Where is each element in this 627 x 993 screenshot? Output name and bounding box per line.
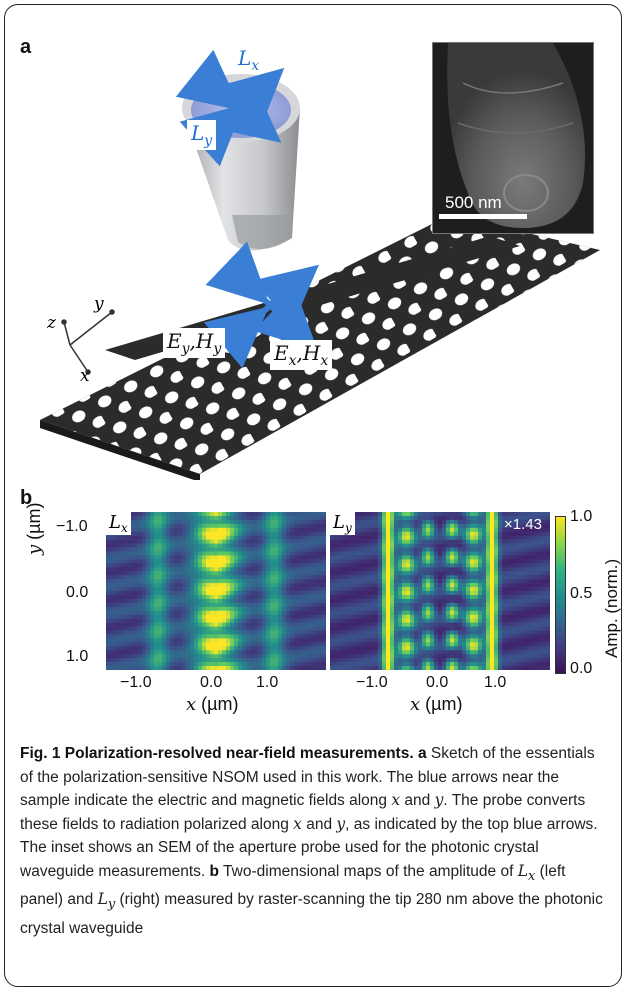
amplitude-map-lx: Lx	[106, 512, 326, 670]
probe-label-ly: Ly	[187, 120, 217, 150]
colorbar-tick: 1.0	[570, 508, 593, 525]
x-tick: 1.0	[256, 674, 279, 691]
figure-caption: Fig. 1 Polarization-resolved near-field …	[20, 745, 603, 937]
panel-b-letter: b	[20, 487, 33, 509]
map-label-lx: Lx	[106, 512, 131, 535]
axis-label-x: x	[80, 366, 90, 386]
scale-bar-label: 500 nm	[445, 193, 502, 212]
top-arrows-icon	[175, 49, 285, 167]
colorbar-tick: 0.5	[570, 585, 593, 602]
figure-frame	[4, 4, 622, 987]
bottom-arrows-icon	[203, 241, 319, 369]
scale-factor: ×1.43	[504, 516, 542, 533]
field-label-ex-hx: Ex,Hx	[270, 340, 333, 370]
x-tick: −1.0	[356, 674, 388, 691]
field-label-ey-hy: Ey,Hy	[163, 328, 226, 358]
panel-a-letter: a	[20, 36, 32, 58]
probe-label-lx: Lx	[238, 46, 260, 74]
axis-label-y: y	[94, 294, 104, 314]
x-tick: −1.0	[120, 674, 152, 691]
x-tick: 1.0	[484, 674, 507, 691]
scale-bar	[439, 214, 527, 219]
colorbar-label: Amp. (norm.)	[602, 558, 621, 658]
y-tick: 0.0	[66, 584, 89, 601]
map-label-ly: Ly	[330, 512, 355, 535]
x-tick: 0.0	[426, 674, 449, 691]
y-tick: 1.0	[66, 648, 89, 665]
x-axis-label-left: x (µm)	[186, 694, 239, 715]
y-tick: −1.0	[56, 518, 88, 535]
y-axis-label: y (µm)	[24, 502, 45, 555]
amplitude-map-ly: Ly ×1.43	[330, 512, 550, 670]
colorbar	[555, 516, 566, 674]
nsom-probe	[182, 74, 300, 251]
x-tick: 0.0	[200, 674, 223, 691]
colorbar-tick: 0.0	[570, 660, 593, 677]
axis-label-z: z	[47, 313, 56, 333]
sem-inset: 500 nm	[432, 42, 594, 234]
coordinate-axes-icon	[61, 309, 115, 375]
x-axis-label-right: x (µm)	[410, 694, 463, 715]
